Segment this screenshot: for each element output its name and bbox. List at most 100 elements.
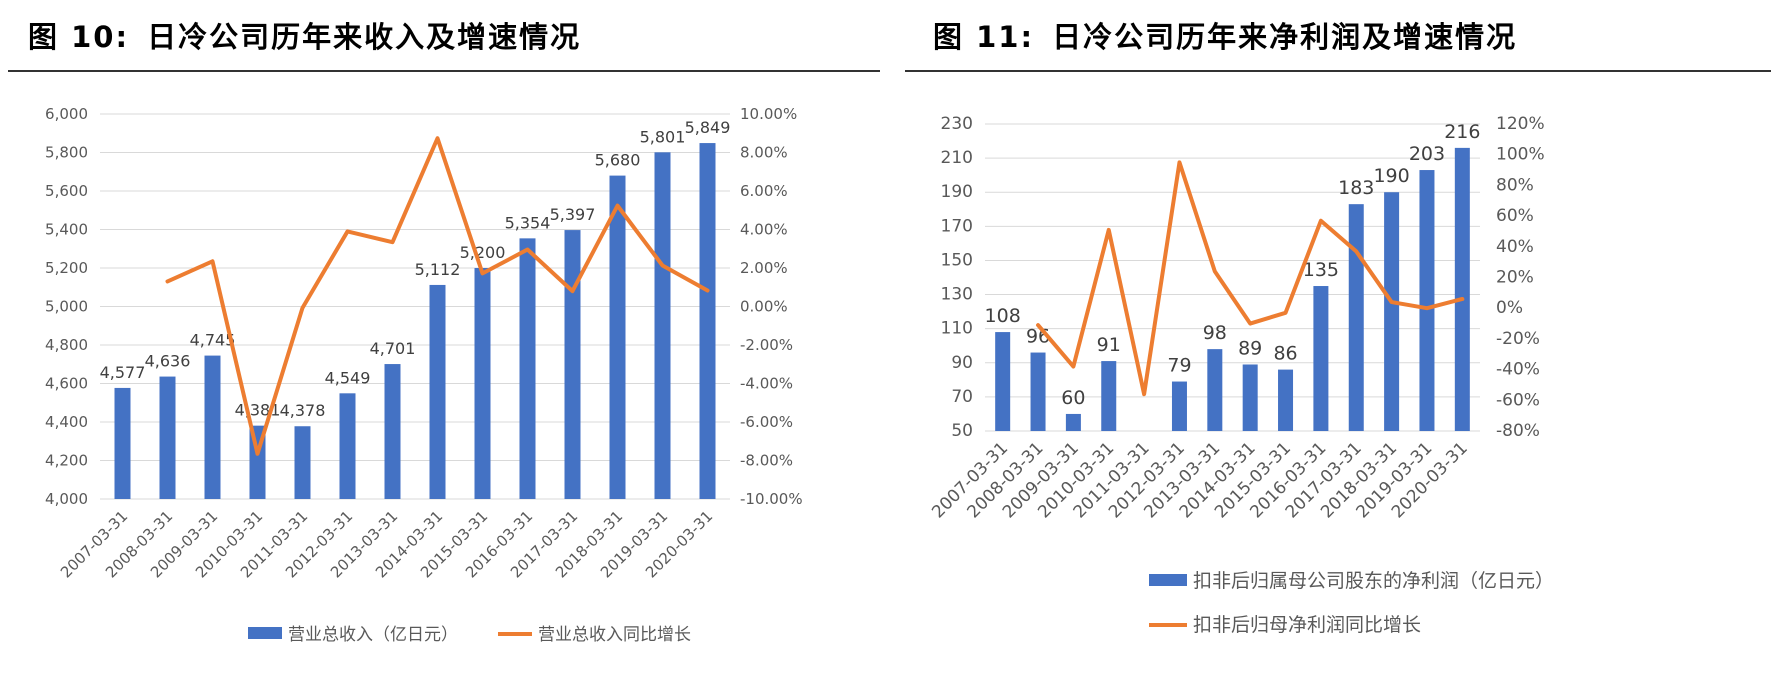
figure-title: 图 10: 日冷公司历年来收入及增速情况 — [28, 14, 599, 56]
bar-data-label: 5,354 — [505, 213, 551, 232]
bar — [1454, 147, 1470, 431]
bar — [294, 426, 311, 499]
y-right-tick-label: -6.00% — [740, 413, 793, 431]
y-left-tick-label: 4,600 — [45, 375, 88, 393]
y-right-tick-label: 0.00% — [740, 298, 788, 316]
y-right-tick-label: -8.00% — [740, 452, 793, 470]
y-left-tick-label: 50 — [951, 421, 973, 441]
legend-bar-swatch — [248, 627, 282, 639]
chart-panel-revenue: 图 10: 日冷公司历年来收入及增速情况 4,000 4,200 4,400 4,600… — [0, 0, 880, 676]
net-profit-chart: 50 70 90 110 130 150 170 190 210 230 -80% -60% -40% -… — [928, 114, 1554, 636]
y-left-tick-label: 6,000 — [45, 105, 88, 123]
y-right-tick-label: 6.00% — [740, 182, 788, 200]
bar-data-label: 60 — [1061, 387, 1085, 409]
y-right-tick-label: -80% — [1496, 421, 1540, 441]
y-left-tick-label: 4,800 — [45, 336, 88, 354]
bar — [474, 268, 491, 499]
bar — [1313, 286, 1329, 431]
bar-data-label: 5,397 — [550, 205, 596, 224]
y-right-tick-label: -2.00% — [740, 336, 793, 354]
y-left-tick-label: 110 — [941, 319, 973, 339]
bar-data-label: 86 — [1273, 343, 1297, 365]
legend-label: 扣非后归属母公司股东的净利润（亿日元） — [1193, 570, 1554, 592]
bar-data-label: 190 — [1373, 165, 1409, 187]
legend-label: 扣非后归母净利润同比增长 — [1193, 614, 1421, 636]
bar-data-label: 98 — [1203, 322, 1227, 344]
y-left-tick-label: 5,800 — [45, 144, 88, 162]
bar-data-label: 91 — [1097, 334, 1121, 356]
y-right-tick-label: -40% — [1496, 360, 1540, 380]
y-right-tick-label: 2.00% — [740, 259, 788, 277]
bar-data-label: 4,577 — [100, 363, 146, 382]
y-right-tick-label: 60% — [1496, 206, 1534, 226]
bar-data-label: 79 — [1167, 355, 1191, 377]
revenue-chart: 4,000 4,200 4,400 4,600 4,800 5,000 5,200 5,400… — [45, 105, 803, 645]
y-left-tick-label: 230 — [941, 114, 973, 134]
bar-data-label: 135 — [1303, 259, 1339, 281]
bar — [995, 332, 1011, 431]
y-left-tick-label: 170 — [941, 216, 973, 236]
bar — [1171, 381, 1187, 431]
bar — [609, 175, 626, 499]
bar — [1065, 413, 1081, 431]
y-left-tick-label: 5,600 — [45, 182, 88, 200]
legend-label: 营业总收入同比增长 — [538, 625, 691, 645]
bar-data-label: 89 — [1238, 337, 1262, 359]
y-right-tick-label: -60% — [1496, 390, 1540, 410]
growth-line — [1036, 160, 1465, 397]
y-left-tick-label: 130 — [941, 285, 973, 305]
bar — [339, 393, 356, 499]
figure-number: 图 10: — [28, 20, 130, 54]
bar — [1278, 369, 1294, 431]
bar — [1207, 349, 1223, 431]
y-left-tick-label: 70 — [951, 387, 973, 407]
y-left-tick-label: 210 — [941, 148, 973, 168]
figure-title: 图 11: 日冷公司历年来净利润及增速情况 — [933, 14, 1535, 56]
bar-data-label: 203 — [1409, 143, 1445, 165]
bar — [1242, 364, 1258, 431]
growth-line — [165, 136, 710, 456]
bar — [699, 143, 716, 499]
y-left-tick-label: 5,400 — [45, 221, 88, 239]
bar — [519, 238, 536, 500]
y-right-tick-label: 0% — [1496, 298, 1523, 318]
bar — [654, 152, 671, 499]
bar — [159, 376, 176, 499]
y-left-tick-label: 150 — [941, 250, 973, 270]
y-left-tick-label: 190 — [941, 182, 973, 202]
bar-data-label: 5,849 — [685, 118, 731, 137]
y-right-tick-label: 4.00% — [740, 221, 788, 239]
figure-caption: 日冷公司历年来净利润及增速情况 — [1052, 20, 1518, 54]
y-left-tick-label: 90 — [951, 353, 973, 373]
y-right-tick-label: 100% — [1496, 145, 1545, 165]
y-right-tick-label: -20% — [1496, 329, 1540, 349]
y-right-tick-label: -4.00% — [740, 375, 793, 393]
bar-data-label: 5,112 — [415, 260, 461, 279]
bar — [1101, 361, 1117, 431]
bar — [384, 364, 401, 499]
bar-data-label: 4,378 — [280, 401, 326, 420]
y-left-tick-label: 4,000 — [45, 490, 88, 508]
bar — [1384, 192, 1400, 431]
bar — [114, 387, 131, 499]
y-right-tick-label: 20% — [1496, 268, 1534, 288]
bar — [1030, 352, 1046, 431]
bar — [1419, 170, 1435, 432]
legend-bar-swatch — [1149, 574, 1187, 586]
y-right-tick-label: 120% — [1496, 114, 1545, 134]
bar — [564, 230, 581, 499]
bar-data-label: 4,549 — [325, 368, 371, 387]
bar — [204, 355, 221, 499]
figure-caption: 日冷公司历年来收入及增速情况 — [147, 20, 582, 54]
y-left-tick-label: 5,200 — [45, 259, 88, 277]
bar-data-label: 4,636 — [145, 352, 191, 371]
bar — [1348, 204, 1364, 431]
y-left-tick-label: 4,200 — [45, 452, 88, 470]
y-left-tick-label: 4,400 — [45, 413, 88, 431]
legend-label: 营业总收入（亿日元） — [288, 625, 458, 645]
bar-data-label: 108 — [985, 305, 1021, 327]
bar — [429, 284, 446, 499]
bar-data-label: 5,680 — [595, 151, 641, 170]
bar-data-label: 5,801 — [640, 127, 686, 146]
y-right-tick-label: 80% — [1496, 175, 1534, 195]
